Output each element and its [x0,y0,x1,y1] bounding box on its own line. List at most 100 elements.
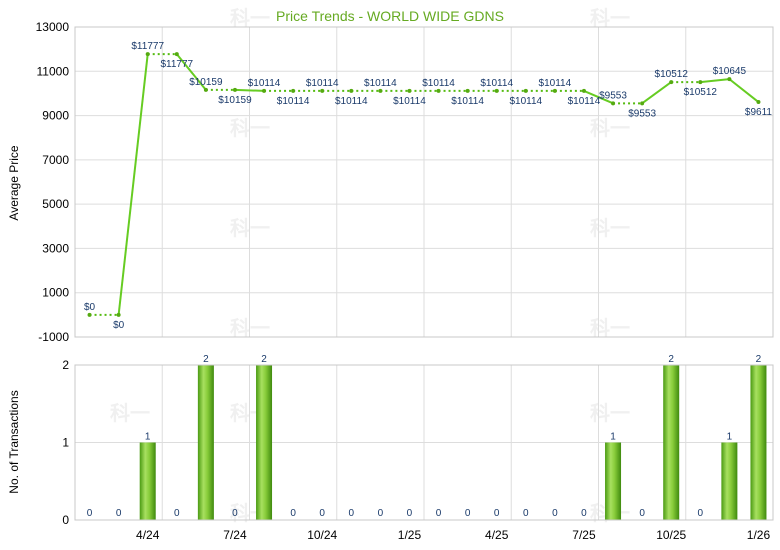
price-line-segment [700,78,730,84]
x-tick-label: 1/26 [747,528,771,542]
price-point [698,80,703,85]
watermark-text: 科一 [590,6,630,30]
transaction-count-label: 0 [87,508,93,519]
transaction-bar [605,442,622,520]
x-tick-label: 1/25 [398,528,422,542]
price-point [407,88,412,93]
price-line-segment [583,89,614,105]
transaction-bar [256,365,273,520]
price-lines [89,53,760,316]
price-value-label: $0 [84,302,96,313]
transactions-y-tick-label: 1 [62,436,69,450]
price-line-segment [728,78,760,103]
transaction-count-label: 0 [436,508,442,519]
price-value-label: $0 [113,320,125,331]
chart-title: Price Trends - WORLD WIDE GDNS [276,8,504,24]
price-value-label: $10512 [684,87,718,98]
price-point [727,77,732,82]
transaction-count-label: 0 [319,508,325,519]
transaction-count-label: 0 [232,508,238,519]
price-y-tick-label: -1000 [38,330,69,344]
price-point [494,88,499,93]
transactions-y-axis-label: No. of Transactions [7,390,21,493]
price-point [174,52,179,57]
price-point [116,312,121,317]
price-line-segment [234,88,265,92]
transaction-count-label: 1 [610,432,616,443]
watermark-text: 科一 [230,6,270,30]
price-value-label: $10114 [248,78,281,89]
price-value-label: $10114 [568,96,601,107]
price-y-tick-label: 13000 [36,20,70,34]
x-tick-label: 4/25 [485,528,509,542]
transaction-count-label: 0 [116,508,122,519]
price-point [145,52,150,57]
price-value-label: $9553 [599,90,627,101]
transaction-bar [721,442,738,520]
price-value-label: $10114 [422,78,455,89]
price-value-label: $9611 [745,107,773,118]
watermark-text: 科一 [110,401,150,425]
price-y-axis-label: Average Price [7,145,21,220]
price-point [262,88,267,93]
transaction-count-label: 0 [407,508,413,519]
transaction-bar [750,365,767,520]
transaction-count-label: 0 [552,508,558,519]
price-value-label: $10159 [189,77,223,88]
price-point [523,88,528,93]
price-point [552,88,557,93]
transaction-count-label: 2 [668,354,674,365]
transaction-count-label: 0 [349,508,355,519]
transactions-plot-frame [74,364,774,521]
watermark-text: 科一 [590,401,630,425]
price-y-tick-label: 3000 [42,241,69,255]
transaction-count-label: 2 [261,354,267,365]
price-point [436,88,441,93]
transaction-bar [663,365,680,520]
price-line-segment [176,53,207,91]
price-point [640,101,645,106]
transaction-count-label: 0 [639,508,645,519]
x-tick-label: 7/24 [223,528,247,542]
x-tick-label: 7/25 [572,528,596,542]
price-plot-frame [74,26,774,338]
price-y-tick-label: 11000 [37,64,70,78]
price-y-tick-label: 1000 [42,286,69,300]
price-y-tick-label: 9000 [42,109,69,123]
transactions-y-tick-label: 0 [62,513,69,527]
price-line-segment [117,53,149,315]
price-value-label: $10512 [655,69,689,80]
price-value-label: $10159 [218,95,252,106]
x-tick-label: 10/24 [307,528,337,542]
transaction-count-label: 1 [145,432,151,443]
price-value-label: $10114 [451,96,484,107]
price-point [203,87,208,92]
transaction-count-label: 0 [174,508,180,519]
price-point [669,80,674,85]
transaction-count-label: 2 [756,354,762,365]
x-tick-label: 10/25 [656,528,686,542]
price-y-tick-label: 5000 [42,197,69,211]
price-value-label: $10114 [539,78,572,89]
transactions-y-tick-label: 2 [62,358,69,372]
data-labels: 0 0 1 0 2 0 2 0 0 0 0 0 0 0 0 0 0 0 1 0 2 0 1 2 $0 $0 $11777 $11777… [84,41,772,519]
price-points [87,52,761,317]
transaction-count-label: 0 [523,508,529,519]
price-point [756,100,761,105]
price-value-label: $10114 [364,78,397,89]
transaction-count-label: 0 [465,508,471,519]
price-value-label: $11777 [160,59,193,70]
price-value-label: $10114 [480,78,513,89]
axes: -10001000300050007000900011000130000124/… [36,20,774,542]
transaction-bar [197,365,214,520]
price-value-label: $10114 [393,96,426,107]
transaction-bar [139,442,156,520]
price-point [581,88,586,93]
watermark-text: 科一 [590,316,630,340]
price-point [611,101,616,106]
watermark-text: 科一 [590,116,630,140]
price-point [349,88,354,93]
price-value-label: $10114 [335,96,368,107]
